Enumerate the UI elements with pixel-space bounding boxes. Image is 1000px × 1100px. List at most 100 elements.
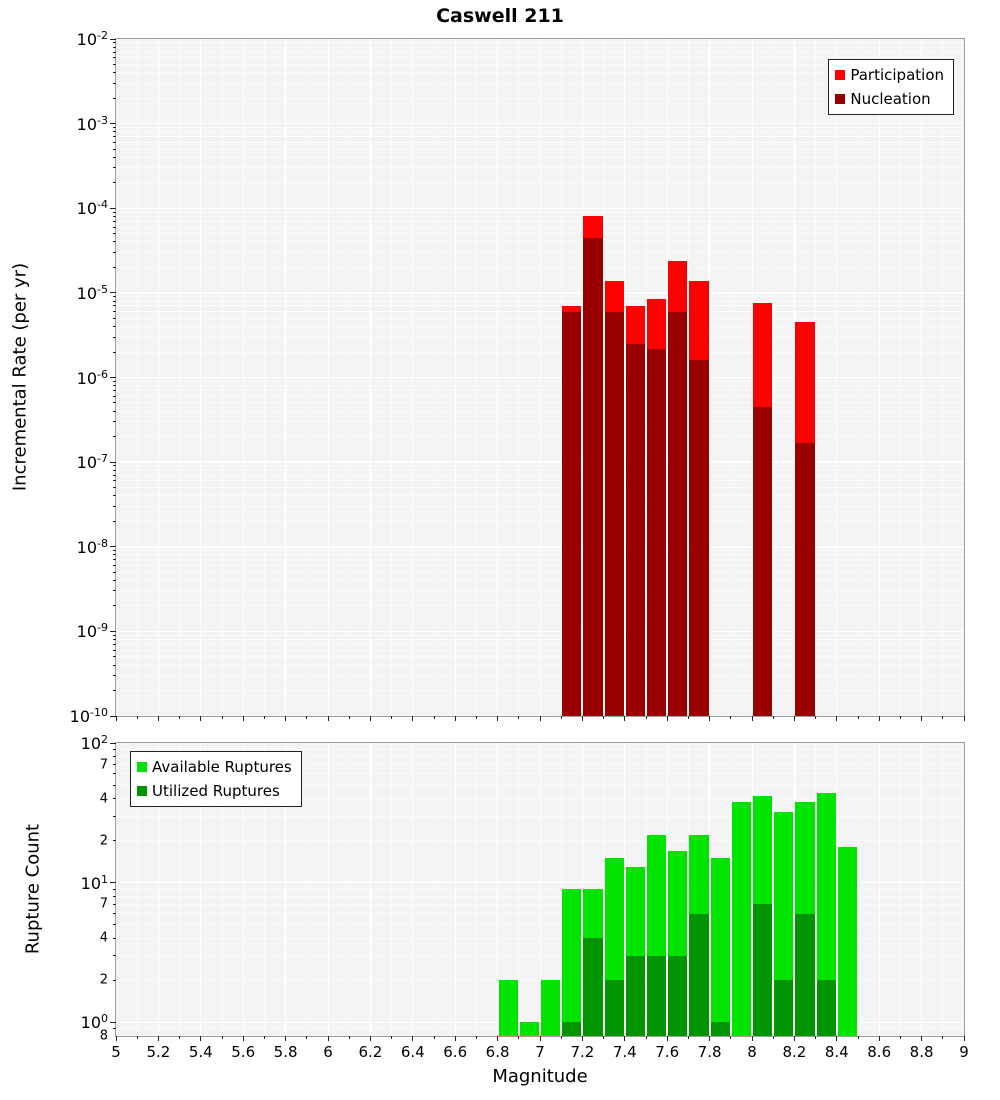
y-minor-gridline — [116, 167, 964, 169]
y-minor-tick — [113, 1028, 116, 1030]
x-tick — [454, 1036, 456, 1041]
y-minor-tick — [113, 571, 116, 573]
y-minor-tick — [113, 317, 116, 319]
x-tick — [285, 716, 287, 721]
x-minor-tick — [391, 716, 393, 719]
bar-utilized-ruptures — [753, 904, 773, 1036]
y-minor-gridline — [116, 664, 964, 666]
x-tick — [709, 1036, 711, 1041]
y-minor-tick — [113, 773, 116, 775]
y-minor-tick — [113, 395, 116, 397]
x-minor-tick — [263, 716, 265, 719]
y-tick-label: 101 — [80, 872, 108, 893]
x-tick — [581, 716, 583, 721]
y-minor-gridline — [116, 480, 964, 482]
y-minor-tick-label: 4 — [99, 791, 108, 807]
y-minor-gridline — [116, 156, 964, 158]
y-minor-tick — [113, 82, 116, 84]
x-tick — [921, 716, 923, 721]
x-minor-tick — [136, 716, 138, 719]
legend-label-available: Available Ruptures — [152, 758, 292, 776]
x-tick — [242, 1036, 244, 1041]
y-minor-gridline — [116, 656, 964, 658]
y-minor-tick — [113, 220, 116, 222]
y-minor-gridline — [116, 903, 964, 905]
y-minor-gridline — [116, 233, 964, 235]
y-minor-gridline — [116, 51, 964, 53]
x-minor-tick — [475, 716, 477, 719]
x-tick-label: 8 — [747, 1043, 757, 1061]
bar-nucleation — [625, 343, 645, 716]
y-minor-gridline — [116, 773, 964, 775]
y-minor-tick — [113, 42, 116, 44]
y-tick — [110, 742, 116, 744]
y-minor-tick — [113, 656, 116, 658]
legend-item-nucleation: Nucleation — [835, 87, 944, 111]
bar-nucleation — [753, 406, 773, 716]
y-minor-gridline — [116, 351, 964, 353]
y-minor-tick — [113, 131, 116, 133]
x-tick-label: 6 — [323, 1043, 333, 1061]
y-tick — [110, 1021, 116, 1023]
y-minor-tick — [113, 675, 116, 677]
bar-available-ruptures — [837, 847, 857, 1036]
x-minor-tick — [433, 1036, 435, 1039]
legend-label-participation: Participation — [850, 66, 944, 84]
y-minor-tick — [113, 520, 116, 522]
x-tick — [836, 1036, 838, 1041]
y-minor-tick — [113, 643, 116, 645]
y-minor-gridline — [116, 42, 964, 44]
x-tick — [115, 1036, 117, 1041]
x-minor-tick — [518, 716, 520, 719]
y-minor-tick — [113, 410, 116, 412]
bar-utilized-ruptures — [710, 1022, 730, 1036]
x-tick — [878, 1036, 880, 1041]
bar-nucleation — [562, 311, 582, 716]
y-minor-tick — [113, 565, 116, 567]
x-tick — [751, 716, 753, 721]
x-tick — [157, 1036, 159, 1041]
legend-label-utilized: Utilized Ruptures — [152, 782, 280, 800]
x-tick-label: 5 — [111, 1043, 121, 1061]
y-minor-gridline — [116, 63, 964, 65]
x-tick — [921, 1036, 923, 1041]
y-minor-gridline — [116, 571, 964, 573]
y-minor-tick — [113, 57, 116, 59]
y-minor-tick — [113, 550, 116, 552]
chart-title: Caswell 211 — [436, 5, 564, 27]
y-minor-gridline — [116, 126, 964, 128]
y-minor-gridline — [116, 385, 964, 387]
y-minor-tick — [113, 72, 116, 74]
y-minor-gridline — [116, 296, 964, 298]
y-minor-tick — [113, 465, 116, 467]
y-minor-tick — [113, 385, 116, 387]
x-tick — [793, 1036, 795, 1041]
y-minor-gridline — [116, 82, 964, 84]
y-minor-gridline — [116, 136, 964, 138]
x-minor-tick — [263, 1036, 265, 1039]
y-tick-label: 10-9 — [76, 621, 108, 642]
y-minor-gridline — [116, 913, 964, 915]
y-tick-label: 10-10 — [69, 705, 108, 727]
y-minor-tick — [113, 748, 116, 750]
x-tick — [369, 1036, 371, 1041]
x-tick — [497, 716, 499, 721]
x-tick — [200, 716, 202, 721]
y-minor-gridline — [116, 148, 964, 150]
x-minor-tick — [815, 1036, 817, 1039]
x-tick-label: 5.6 — [231, 1043, 256, 1061]
y-minor-tick — [113, 215, 116, 217]
bar-utilized-ruptures — [774, 980, 794, 1036]
y-tick — [110, 882, 116, 884]
x-tick — [242, 716, 244, 721]
x-minor-tick — [645, 716, 647, 719]
x-tick — [963, 1036, 965, 1041]
participation-swatch — [835, 70, 846, 80]
legend-item-available: Available Ruptures — [137, 755, 292, 779]
y-minor-tick — [113, 487, 116, 489]
x-tick-label: 7 — [535, 1043, 545, 1061]
y-minor-gridline — [116, 979, 964, 981]
x-tick-label: 6.2 — [358, 1043, 383, 1061]
x-minor-tick — [348, 716, 350, 719]
x-tick — [285, 1036, 287, 1041]
